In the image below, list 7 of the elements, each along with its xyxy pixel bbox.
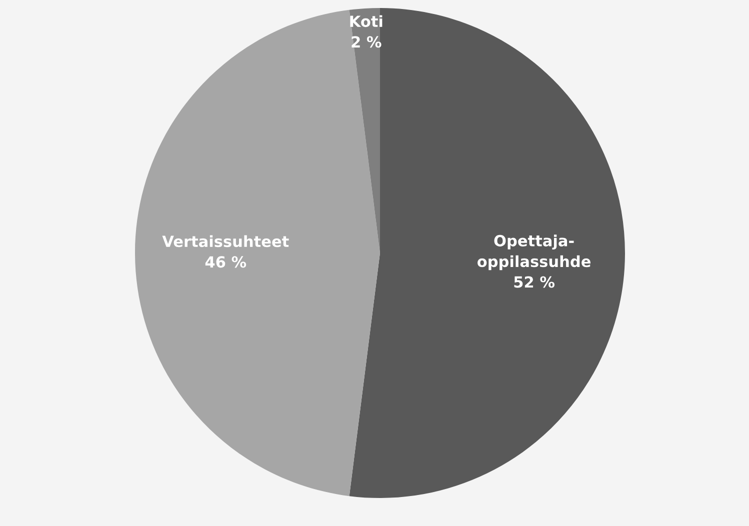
slice-label: Vertaissuhteet — [162, 235, 289, 248]
slice-label: Opettaja- oppilassuhde — [478, 234, 590, 270]
pie-slice — [349, 8, 625, 498]
data-label: 46 % — [205, 256, 246, 268]
data-label: 2 % — [352, 36, 382, 48]
slice-label: Koti — [350, 15, 382, 28]
data-label: 52 % — [514, 276, 555, 288]
